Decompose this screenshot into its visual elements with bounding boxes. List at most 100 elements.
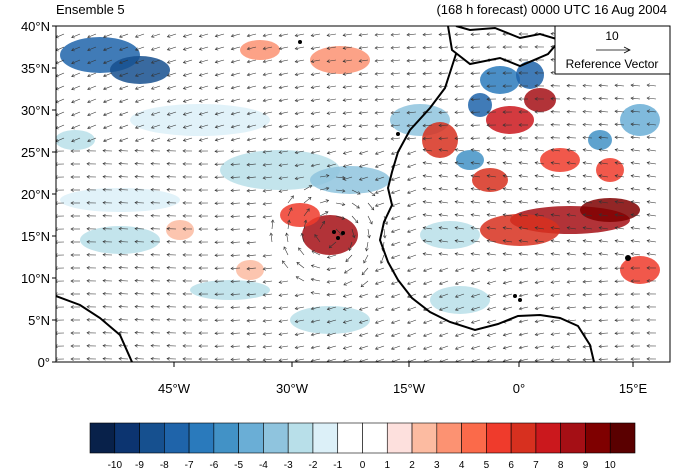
- wind-vector-arrow: [329, 241, 337, 249]
- wind-vector-arrow: [230, 189, 241, 191]
- wind-vector-arrow: [311, 111, 321, 114]
- wind-vector-head: [342, 164, 347, 168]
- wind-vector-arrow: [279, 345, 289, 348]
- lat-label: 25°N: [21, 145, 50, 160]
- wind-vector-head: [406, 32, 410, 37]
- wind-vector-head: [614, 266, 618, 271]
- wind-vector-head: [390, 333, 395, 337]
- wind-vector-head: [534, 200, 539, 204]
- wind-vector-head: [351, 234, 356, 239]
- wind-vector-head: [582, 279, 586, 284]
- wind-vector-head: [166, 240, 170, 244]
- wind-vector-head: [150, 47, 155, 51]
- wind-vector-head: [118, 161, 122, 166]
- colorbar: -10 -9 -8 -7 -6 -5 -4 -3 -2 -1 0 1 2 3 4 5 6 7 8 9 10: [89, 422, 636, 471]
- reference-vector-legend: 10 Reference Vector: [554, 25, 671, 75]
- wind-vector-arrow: [551, 267, 561, 270]
- wind-vector-head: [198, 279, 202, 283]
- wind-vector-head: [454, 58, 458, 63]
- wind-vector-head: [470, 58, 474, 63]
- wind-vector-arrow: [439, 345, 449, 350]
- wind-vector-arrow: [335, 228, 343, 236]
- wind-vector-head: [348, 247, 352, 252]
- wind-vector-head: [486, 226, 491, 230]
- wind-vector-head: [262, 137, 267, 142]
- wind-vector-arrow: [295, 46, 305, 50]
- wind-vector-arrow: [647, 201, 657, 204]
- wind-vector-head: [422, 148, 427, 152]
- wind-vector-head: [486, 239, 491, 243]
- wind-vector-arrow: [71, 85, 81, 90]
- wind-vector-arrow: [295, 72, 305, 76]
- wind-vector-head: [518, 319, 523, 324]
- wind-vector-head: [582, 344, 586, 349]
- wind-vector-arrow: [455, 345, 465, 350]
- wind-vector-head: [518, 226, 523, 230]
- wind-vector-arrow: [367, 189, 376, 197]
- wind-vector-head: [230, 214, 234, 219]
- wind-vector-head: [310, 306, 315, 311]
- wind-vector-head: [614, 96, 618, 101]
- wind-vector-arrow: [439, 162, 449, 165]
- wind-vector-arrow: [135, 137, 145, 142]
- wind-vector-arrow: [647, 214, 657, 217]
- wind-vector-head: [278, 176, 283, 180]
- wind-vector-arrow: [422, 124, 433, 127]
- wind-vector-arrow: [231, 111, 241, 115]
- wind-vector-arrow: [263, 189, 273, 192]
- wind-vector-head: [550, 174, 555, 178]
- wind-vector-arrow: [56, 111, 65, 116]
- wind-vector-arrow: [375, 85, 385, 88]
- wind-vector-head: [70, 162, 74, 166]
- wind-vector-arrow: [567, 332, 577, 335]
- wind-vector-arrow: [263, 59, 273, 63]
- lat-label: 20°N: [21, 187, 50, 202]
- wind-vector-arrow: [422, 98, 433, 101]
- wind-vector-head: [246, 85, 251, 90]
- wind-vector-head: [342, 346, 347, 350]
- wind-vector-arrow: [343, 137, 353, 140]
- wind-vector-arrow: [183, 124, 193, 128]
- wind-vector-head: [56, 61, 59, 65]
- wind-vector-head: [296, 262, 300, 266]
- wind-vector-head: [246, 240, 250, 245]
- wind-vector-arrow: [151, 72, 161, 77]
- wind-vector-head: [630, 213, 635, 217]
- wind-vector-head: [407, 320, 411, 324]
- wind-vector-arrow: [327, 358, 337, 362]
- wind-vector-arrow: [56, 137, 65, 142]
- wind-vector-head: [363, 259, 367, 264]
- wind-vector-head: [566, 187, 571, 191]
- anomaly-patch: [580, 198, 640, 222]
- wind-vector-head: [230, 292, 234, 297]
- wind-vector-arrow: [359, 319, 369, 324]
- wind-vector-head: [278, 345, 283, 349]
- wind-vector-head: [182, 73, 187, 77]
- wind-vector-head: [422, 252, 427, 256]
- wind-vector-arrow: [319, 175, 329, 178]
- wind-vector-arrow: [439, 240, 449, 243]
- wind-vector-arrow: [167, 98, 177, 103]
- wind-vector-head: [326, 267, 331, 271]
- wind-vector-arrow: [295, 98, 305, 102]
- wind-vector-arrow: [103, 59, 113, 64]
- wind-vector-head: [566, 226, 571, 230]
- wind-vector-head: [230, 33, 235, 38]
- wind-vector-head: [614, 331, 618, 336]
- wind-vector-head: [56, 35, 59, 39]
- wind-vector-head: [325, 186, 330, 191]
- wind-vector-head: [630, 357, 634, 361]
- wind-vector-arrow: [599, 201, 609, 204]
- wind-vector-arrow: [71, 137, 81, 142]
- wind-vector-head: [56, 318, 58, 322]
- wind-vector-head: [246, 214, 250, 219]
- wind-vector-head: [119, 47, 123, 51]
- wind-vector-arrow: [391, 345, 401, 350]
- wind-vector-head: [150, 317, 154, 322]
- wind-vector-head: [150, 174, 154, 179]
- wind-vector-arrow: [582, 267, 593, 270]
- wind-vector-arrow: [647, 240, 657, 243]
- wind-vector-head: [166, 227, 170, 231]
- wind-vector-head: [214, 227, 218, 232]
- wind-vector-arrow: [230, 306, 241, 308]
